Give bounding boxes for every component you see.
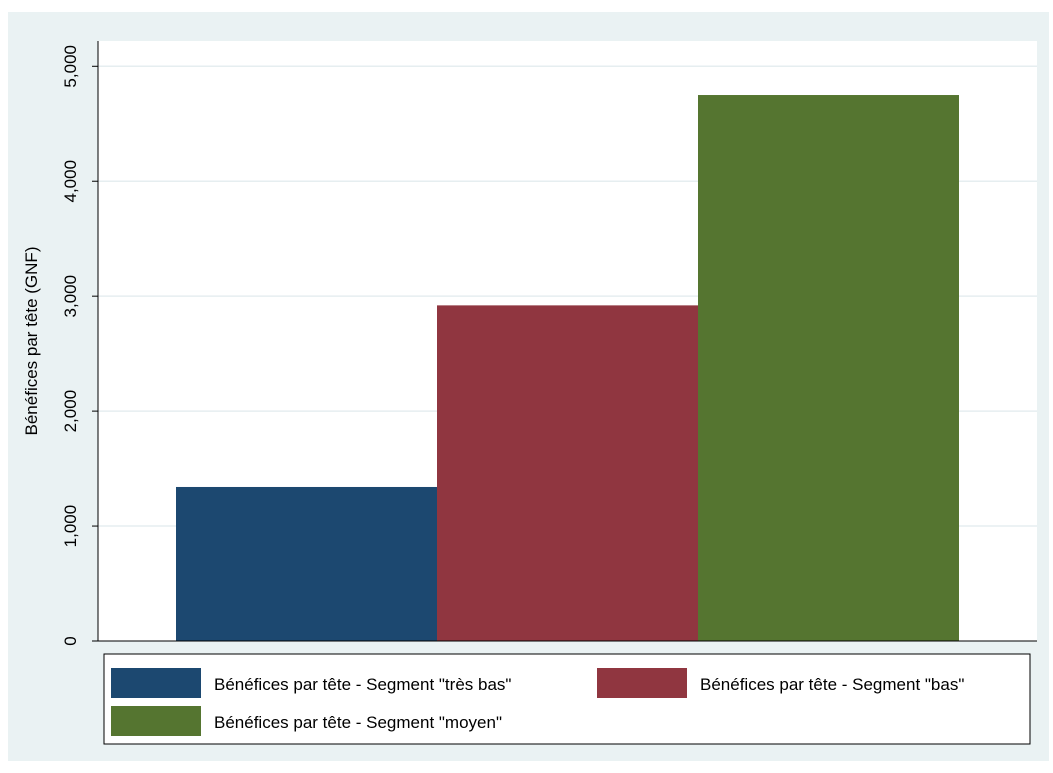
legend-swatch-moyen xyxy=(111,706,201,736)
legend-label-moyen: Bénéfices par tête - Segment "moyen" xyxy=(214,713,502,732)
y-tick-label: 0 xyxy=(61,636,80,645)
y-tick-label: 2,000 xyxy=(61,390,80,433)
y-ticks: 0 1,000 2,000 3,000 4,000 5,000 xyxy=(61,45,98,646)
y-axis-title: Bénéfices par tête (GNF) xyxy=(22,247,41,436)
bar-tres-bas xyxy=(176,487,437,641)
y-tick-label: 4,000 xyxy=(61,160,80,203)
chart-frame: 0 1,000 2,000 3,000 4,000 5,000 Bénéfices par… xyxy=(8,12,1049,761)
y-tick-label: 3,000 xyxy=(61,275,80,318)
legend-label-tres-bas: Bénéfices par tête - Segment "très bas" xyxy=(214,675,511,694)
bar-bas xyxy=(437,305,698,641)
bar-chart: 0 1,000 2,000 3,000 4,000 5,000 Bénéfices par… xyxy=(8,12,1049,761)
legend-label-bas: Bénéfices par tête - Segment "bas" xyxy=(700,675,964,694)
y-tick-label: 5,000 xyxy=(61,45,80,88)
y-tick-label: 1,000 xyxy=(61,505,80,548)
legend-swatch-tres-bas xyxy=(111,668,201,698)
bar-moyen xyxy=(698,95,959,641)
legend-swatch-bas xyxy=(597,668,687,698)
